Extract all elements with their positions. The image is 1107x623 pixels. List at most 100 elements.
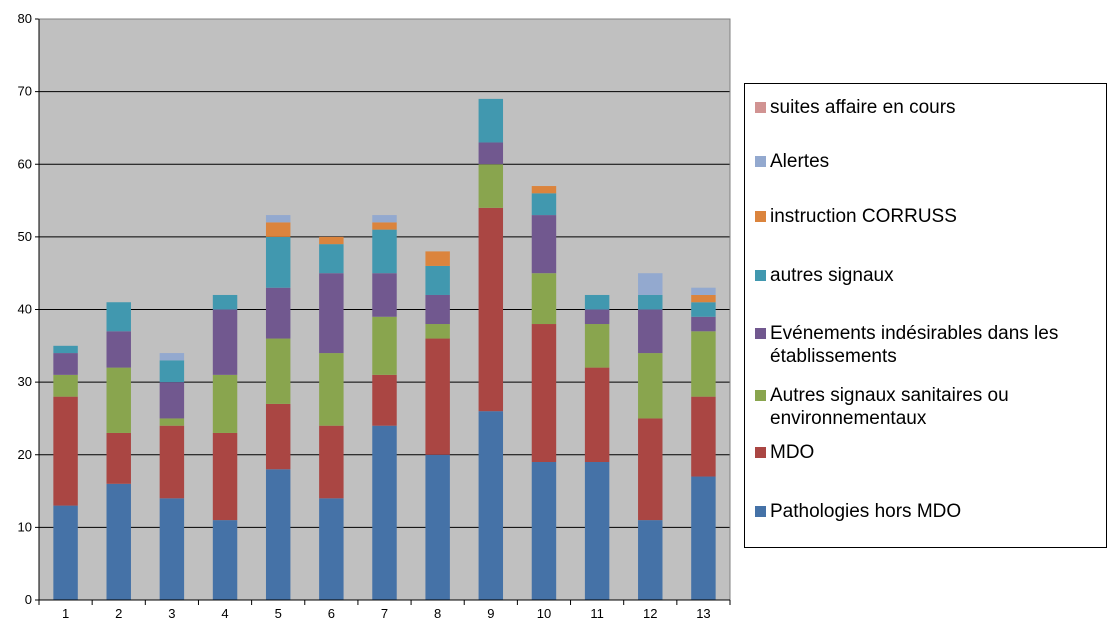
bar-segment <box>372 425 397 600</box>
bar-segment <box>691 331 716 397</box>
y-tick-label: 0 <box>25 592 32 607</box>
legend-item: instruction CORRUSS <box>755 205 1105 228</box>
bar-segment <box>638 520 663 600</box>
bar-segment <box>425 324 450 339</box>
bar-segment <box>319 273 344 354</box>
bar-segment <box>478 98 504 143</box>
legend-swatch <box>755 328 766 339</box>
legend-item: autres signaux <box>755 264 1105 287</box>
legend-item: Autres signaux sanitaires ou environnemen… <box>755 384 1105 430</box>
legend-label-line: Evénements indésirables dans les <box>770 323 1059 344</box>
x-tick-label: 2 <box>115 606 122 621</box>
bar-segment <box>691 294 716 303</box>
x-tick-label: 5 <box>275 606 282 621</box>
x-tick-label: 9 <box>487 606 494 621</box>
x-tick-label: 11 <box>590 606 604 621</box>
legend-label-line: établissements <box>770 346 897 367</box>
bar-segment <box>531 273 557 325</box>
x-tick-label: 3 <box>168 606 175 621</box>
legend-label-line: Pathologies hors MDO <box>770 501 962 522</box>
legend-item: Evénements indésirables dans les établiss… <box>755 322 1105 368</box>
bar-segment <box>584 309 610 325</box>
bar-segment <box>691 316 716 332</box>
y-tick-label: 70 <box>18 84 32 99</box>
y-tick-label: 10 <box>18 519 32 534</box>
bar-segment <box>319 425 344 499</box>
bar-segment <box>691 302 716 317</box>
legend-item: Pathologies hors MDO <box>755 500 1105 523</box>
bar-segment <box>106 302 131 332</box>
x-tick-label: 6 <box>328 606 335 621</box>
bar-segment <box>53 505 78 600</box>
bar-segment <box>584 324 610 368</box>
bar-segment <box>53 345 78 354</box>
bar-segment <box>638 294 663 310</box>
legend-label-line: autres signaux <box>770 265 894 286</box>
bar-segment <box>638 353 663 419</box>
bar-segment <box>691 287 716 295</box>
bar-segment <box>638 309 663 354</box>
bar-segment <box>372 222 397 230</box>
x-tick-label: 13 <box>696 606 710 621</box>
legend-item: MDO <box>755 441 1105 464</box>
bar-segment <box>425 338 450 455</box>
x-tick-label: 4 <box>221 606 228 621</box>
bar-segment <box>265 222 291 237</box>
legend-label: MDO <box>770 441 814 464</box>
legend-swatch <box>755 270 766 281</box>
legend-swatch <box>755 390 766 401</box>
legend-label: instruction CORRUSS <box>770 205 957 228</box>
y-tick-label: 60 <box>18 156 32 171</box>
bar-segment <box>53 396 78 506</box>
bar-segment <box>319 498 344 600</box>
y-tick-label: 20 <box>18 447 32 462</box>
bar-segment <box>425 294 450 325</box>
bar-segment <box>691 476 716 600</box>
bar-segment <box>159 498 185 600</box>
bar-segment <box>212 374 238 433</box>
bar-segment <box>478 207 504 412</box>
bar-segment <box>531 324 557 463</box>
bar-segment <box>638 273 663 295</box>
legend-label-line: MDO <box>770 442 815 463</box>
x-tick-label: 10 <box>537 606 551 621</box>
legend-item: suites affaire en cours <box>755 96 1105 119</box>
bar-segment <box>212 294 238 310</box>
bar-segment <box>159 418 185 426</box>
bar-segment <box>584 367 610 463</box>
bar-segment <box>372 215 397 223</box>
bar-segment <box>584 462 610 600</box>
bar-segment <box>478 164 504 208</box>
bar-segment <box>265 236 291 288</box>
bar-segment <box>425 251 450 266</box>
x-tick-label: 12 <box>643 606 657 621</box>
bar-segment <box>265 338 291 404</box>
x-tick-label: 7 <box>381 606 388 621</box>
bar-segment <box>212 309 238 375</box>
bar-segment <box>531 186 557 194</box>
bar-segment <box>638 418 663 521</box>
y-tick-label: 30 <box>18 374 32 389</box>
legend-label: autres signaux <box>770 264 894 287</box>
bar-segment <box>372 273 397 317</box>
legend-label-line: suites affaire en cours <box>770 97 956 118</box>
bar-segment <box>265 469 291 600</box>
bar-segment <box>106 367 131 433</box>
bar-segment <box>159 425 185 499</box>
bar-segment <box>478 142 504 165</box>
bar-segment <box>106 432 131 484</box>
y-tick-label: 80 <box>18 11 32 26</box>
bar-segment <box>106 331 131 368</box>
bar-segment <box>531 462 557 600</box>
bar-segment <box>159 353 185 361</box>
bar-segment <box>212 520 238 600</box>
bar-segment <box>265 403 291 470</box>
bar-segment <box>319 244 344 274</box>
bar-segment <box>372 316 397 375</box>
bar-segment <box>159 382 185 419</box>
legend-swatch <box>755 156 766 167</box>
legend-swatch <box>755 506 766 517</box>
legend-item: Alertes <box>755 150 1105 173</box>
y-tick-label: 50 <box>18 229 32 244</box>
